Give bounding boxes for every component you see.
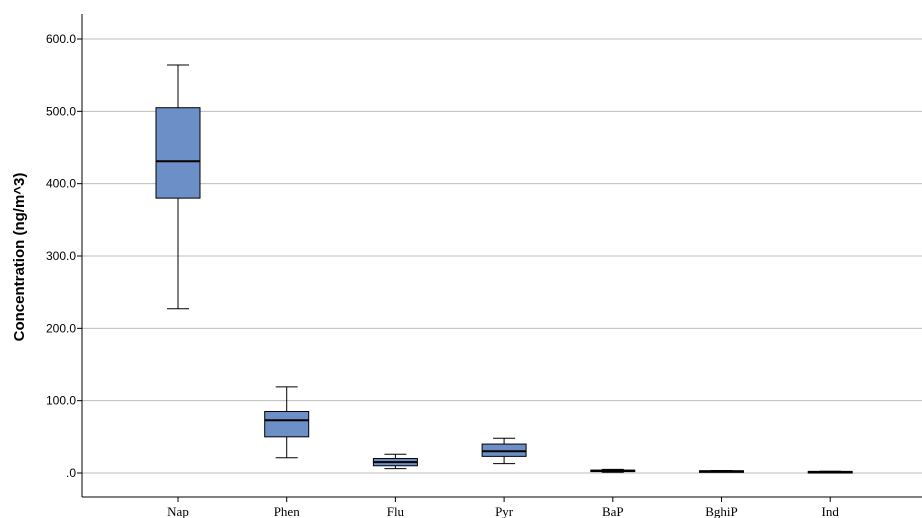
y-tick-label: 600.0 bbox=[46, 32, 76, 46]
box-phen bbox=[264, 386, 310, 459]
grid-lines bbox=[82, 38, 922, 474]
iqr-box bbox=[264, 411, 310, 438]
box-ind bbox=[807, 470, 853, 474]
y-axis-ticks: .0 100.0 200.0 300.0 400.0 500.0 600.0 bbox=[46, 32, 82, 480]
x-tick-label: Flu bbox=[387, 504, 405, 518]
y-tick-label: 300.0 bbox=[46, 249, 76, 263]
x-tick-label: Nap bbox=[167, 504, 189, 518]
x-tick-label: BghiP bbox=[705, 504, 738, 518]
iqr-box bbox=[155, 107, 201, 199]
y-tick-label: 500.0 bbox=[46, 104, 76, 118]
box-bghip bbox=[699, 469, 744, 473]
box-pyr bbox=[481, 437, 527, 465]
x-tick-label: BaP bbox=[602, 504, 624, 518]
box-nap bbox=[155, 64, 201, 310]
x-tick-label: Pyr bbox=[495, 504, 514, 518]
y-tick-label: 400.0 bbox=[46, 177, 76, 191]
x-axis-ticks: Nap Phen Flu Pyr BaP BghiP Ind bbox=[167, 497, 839, 518]
y-tick-label: 200.0 bbox=[46, 321, 76, 335]
y-tick-label: .0 bbox=[66, 466, 76, 480]
x-tick-label: Phen bbox=[274, 504, 301, 518]
box-bap bbox=[590, 468, 636, 473]
boxes bbox=[155, 64, 853, 474]
x-tick-label: Ind bbox=[822, 504, 840, 518]
iqr-box bbox=[481, 443, 527, 457]
y-axis-label: Concentration (ng/m^3) bbox=[11, 173, 28, 342]
box-flu bbox=[372, 453, 418, 470]
y-tick-label: 100.0 bbox=[46, 394, 76, 408]
